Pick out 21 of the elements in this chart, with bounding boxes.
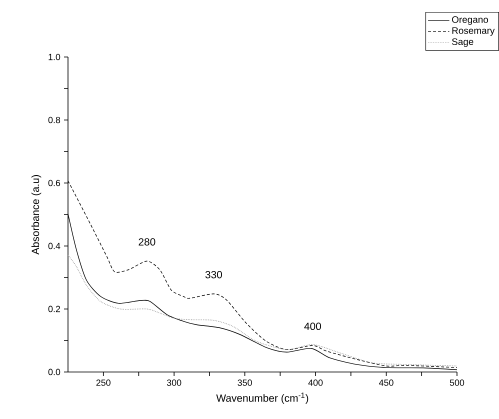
x-tick-label: 250 bbox=[96, 380, 110, 386]
y-tick-label: 0.2 bbox=[48, 306, 60, 312]
y-axis-title: Absorbance (a.u) bbox=[31, 175, 42, 255]
annotation: 330 bbox=[205, 270, 222, 278]
x-axis-title: Wavenumber (cm$^{-1}$) bbox=[216, 392, 308, 404]
y-tick-label: 0.6 bbox=[48, 180, 60, 186]
x-tick-label: 400 bbox=[308, 380, 323, 386]
y-tick-label: 0.4 bbox=[48, 242, 60, 250]
line-series bbox=[68, 254, 458, 366]
legend-label: Rosemary bbox=[452, 27, 495, 36]
legend-label: Sage bbox=[452, 38, 474, 47]
x-tick-label: 450 bbox=[378, 380, 394, 386]
y-tick-label: 1.0 bbox=[48, 54, 60, 60]
y-tick-label: 0.0 bbox=[48, 368, 60, 376]
y-tick-label: 0.8 bbox=[48, 116, 60, 124]
x-tick-label: 300 bbox=[166, 380, 182, 386]
annotation: 400 bbox=[304, 322, 322, 330]
legend-label: Oregano bbox=[452, 16, 488, 25]
x-tick-label: 500 bbox=[450, 380, 464, 386]
annotation: 280 bbox=[138, 238, 156, 246]
x-tick-label: 350 bbox=[238, 380, 252, 386]
